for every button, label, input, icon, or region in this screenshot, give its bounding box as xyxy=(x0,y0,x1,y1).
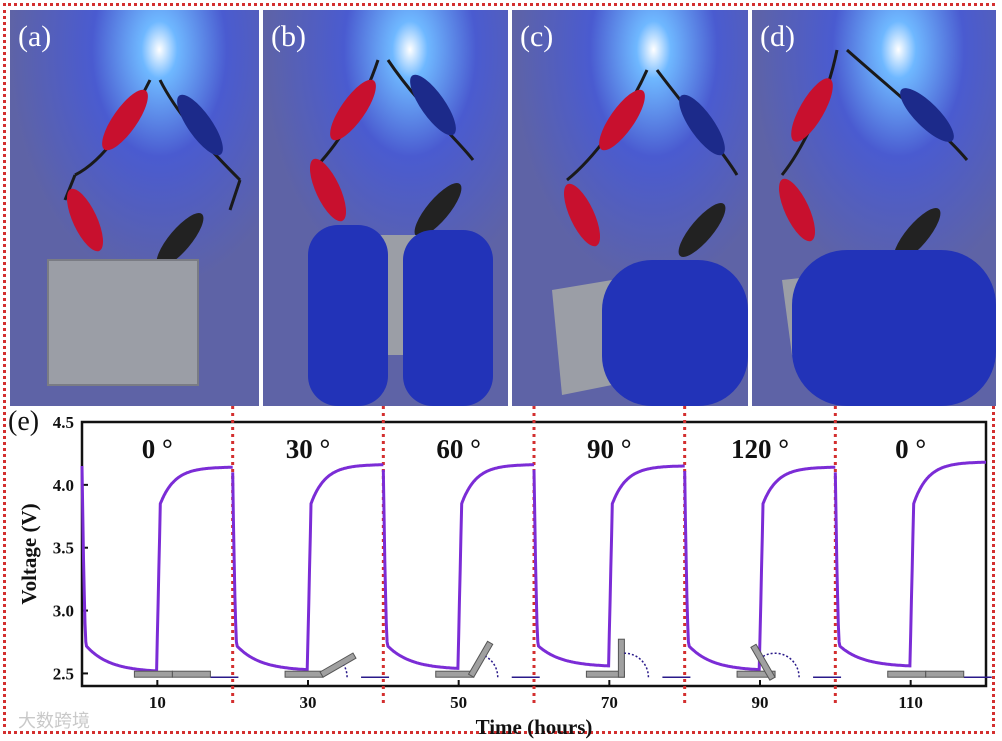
voltage-curve-segment xyxy=(683,465,836,672)
panel-label-e: (e) xyxy=(8,406,39,437)
photo-panel-c: (c) xyxy=(512,10,748,406)
voltage-chart: (e) 2.5 3.0 3.5 4.0 4.5 10 30 50 70 90 110 Time (ho… xyxy=(8,406,992,739)
y-axis-title: Voltage (V) xyxy=(17,503,41,604)
x-tick-label: 10 xyxy=(149,693,166,712)
bend-angle-arc xyxy=(343,664,348,678)
photo-panel-d: (d) xyxy=(752,10,996,406)
bend-angle-label: 120 ° xyxy=(731,434,789,464)
bend-plate-rotated xyxy=(467,640,494,678)
photo-a-illustration xyxy=(10,10,259,406)
y-tick-label: 4.0 xyxy=(53,476,74,495)
y-tick-label: 3.5 xyxy=(53,539,74,558)
x-tick-label: 50 xyxy=(450,693,467,712)
x-tick-label: 110 xyxy=(898,693,923,712)
bend-plate-fixed xyxy=(284,670,324,678)
panel-label-d: (d) xyxy=(760,20,795,53)
y-tick-label: 3.0 xyxy=(53,602,74,621)
voltage-curve-segment xyxy=(80,465,233,673)
y-tick-label: 4.5 xyxy=(53,413,74,432)
bend-plate-fixed xyxy=(887,670,927,678)
bend-angle-label: 90 ° xyxy=(587,434,632,464)
bend-plate-rotated xyxy=(617,638,625,678)
x-tick-label: 90 xyxy=(752,693,769,712)
bend-plate-rotated xyxy=(750,643,776,681)
bend-plate-fixed xyxy=(133,670,173,678)
photo-row: (a) (b) (c) xyxy=(10,10,996,406)
photo-panel-a: (a) xyxy=(10,10,259,406)
photo-panel-b: (b) xyxy=(263,10,508,406)
y-tick-label: 2.5 xyxy=(53,664,74,683)
x-tick-label: 70 xyxy=(601,693,618,712)
voltage-curve-segment xyxy=(381,463,535,670)
plot-area: 2.5 3.0 3.5 4.0 4.5 10 30 50 70 90 110 Time (hours)… xyxy=(17,406,992,739)
panel-label-c: (c) xyxy=(520,20,554,53)
bend-plate-rotated xyxy=(171,670,211,678)
voltage-curve-segment xyxy=(231,463,384,672)
bend-angle-arc xyxy=(762,652,800,678)
photo-b-illustration xyxy=(263,10,508,406)
photo-d-illustration xyxy=(752,10,996,406)
bend-angle-label: 0 ° xyxy=(895,434,926,464)
voltage-curve-segment xyxy=(833,460,986,668)
photo-c-illustration xyxy=(512,10,748,406)
bend-angle-label: 60 ° xyxy=(436,434,481,464)
panel-label-a: (a) xyxy=(18,20,52,53)
bend-angle-arc xyxy=(485,655,499,678)
panel-label-b: (b) xyxy=(271,20,306,53)
bend-plate-fixed xyxy=(736,670,776,678)
x-tick-label: 30 xyxy=(300,693,317,712)
x-axis-title: Time (hours) xyxy=(476,715,593,739)
voltage-curve-segment xyxy=(532,464,685,668)
bend-angle-arc xyxy=(624,652,650,678)
bend-angle-label: 0 ° xyxy=(142,434,173,464)
bend-plate-rotated xyxy=(925,670,965,678)
bend-angle-label: 30 ° xyxy=(286,434,331,464)
watermark: 大数跨境 xyxy=(18,711,90,732)
bend-plate-rotated xyxy=(319,652,357,678)
